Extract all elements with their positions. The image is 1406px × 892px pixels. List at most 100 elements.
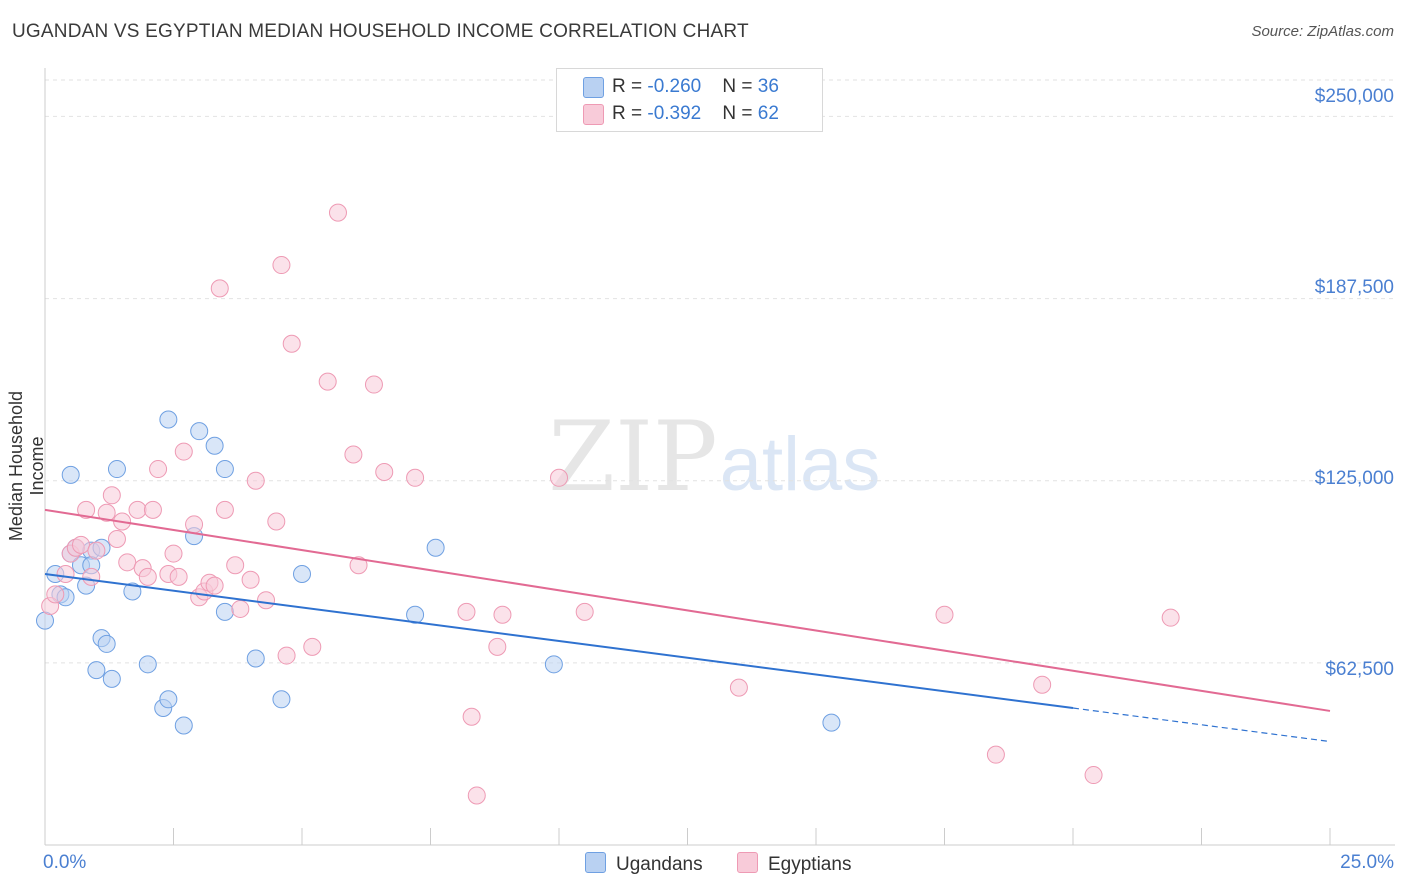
ugandans-point <box>159 690 178 709</box>
egyptians-point <box>210 279 229 298</box>
y-tick-label: $187,500 <box>1314 277 1394 298</box>
egyptians-point <box>102 486 121 505</box>
ugandans-point <box>97 634 116 653</box>
ugandans-point <box>159 410 178 429</box>
ugandans-point <box>246 649 265 668</box>
ugandans-point <box>102 669 121 688</box>
egyptians-point <box>344 445 363 464</box>
legend-n-value: 62 <box>757 103 779 124</box>
legend-r-value: -0.392 <box>647 103 702 124</box>
legend-swatch-blue <box>585 852 606 873</box>
egyptians-point <box>550 468 568 487</box>
egyptians-point <box>375 462 394 481</box>
egyptians-point <box>986 745 1005 764</box>
bottom-legend-ugandans: Ugandans <box>585 852 703 876</box>
egyptians-point <box>97 503 116 522</box>
egyptians-point <box>241 570 260 589</box>
egyptians-point <box>215 500 234 519</box>
ugandans-point <box>138 655 157 674</box>
egyptians-point <box>364 375 383 394</box>
egyptians-point <box>318 372 337 391</box>
bottom-legend-egyptians: Egyptians <box>737 852 851 876</box>
egyptians-point <box>575 602 594 621</box>
egyptians-point <box>935 605 954 624</box>
source-label: Source: ZipAtlas.com <box>1251 23 1394 40</box>
legend-r-label: R = <box>612 103 648 124</box>
legend-n-label: N = <box>722 76 758 97</box>
ugandans-point <box>215 602 234 621</box>
ugandans-trend-extension <box>1072 707 1331 743</box>
egyptians-point <box>169 567 188 586</box>
egyptians-point <box>267 512 286 531</box>
ugandans-point <box>174 716 193 735</box>
egyptians-point <box>138 567 157 586</box>
egyptians-point <box>143 500 162 519</box>
egyptians-point <box>282 334 301 353</box>
legend-n-value: 36 <box>757 76 779 97</box>
ugandans-point <box>87 661 106 680</box>
egyptians-point <box>277 646 296 665</box>
egyptians-point <box>56 564 75 583</box>
egyptians-point <box>1084 766 1103 785</box>
watermark-zip: ZIP <box>548 401 717 513</box>
ugandans-point <box>293 564 311 583</box>
legend-swatch-pink <box>583 104 604 125</box>
ugandans-point <box>205 436 224 455</box>
ugandans-point <box>61 465 80 484</box>
egyptians-point <box>164 544 183 563</box>
ugandans-point <box>544 655 563 674</box>
ugandans-trend-line <box>44 572 1074 710</box>
egyptians-point <box>488 637 507 656</box>
egyptians-point <box>231 599 250 618</box>
egyptians-point <box>246 471 265 490</box>
egyptians-point <box>46 585 65 604</box>
legend-swatch-pink <box>737 852 758 873</box>
egyptians-point <box>205 576 224 595</box>
watermark-atlas: atlas <box>720 422 881 507</box>
egyptians-point <box>349 556 368 575</box>
egyptians-point <box>467 786 486 805</box>
y-tick-label: $250,000 <box>1314 86 1394 107</box>
legend-r-label: R = <box>612 76 648 97</box>
egyptians-point <box>272 256 291 275</box>
legend-label-egyptians: Egyptians <box>768 854 852 875</box>
egyptians-point <box>118 553 137 572</box>
egyptians-point <box>82 567 101 586</box>
ugandans-point <box>123 582 142 601</box>
egyptians-point <box>462 707 481 726</box>
ugandans-point <box>215 460 234 479</box>
egyptians-point <box>406 468 425 487</box>
ugandans-point <box>107 460 126 479</box>
egyptians-point <box>1161 608 1180 627</box>
egyptians-point <box>493 605 512 624</box>
y-axis-label: Median Household Income <box>6 390 47 542</box>
y-tick-label: $125,000 <box>1314 468 1394 489</box>
egyptians-point <box>257 591 276 610</box>
ugandans-point <box>822 713 841 732</box>
stats-legend: R = -0.260 N = 36 R = -0.392 N = 62 <box>556 68 823 132</box>
egyptians-point <box>128 500 147 519</box>
egyptians-point <box>457 602 476 621</box>
egyptians-point <box>107 530 126 548</box>
ugandans-point <box>406 605 425 624</box>
egyptians-point <box>174 442 193 461</box>
egyptians-point <box>729 678 748 697</box>
legend-n-label: N = <box>722 103 758 124</box>
legend-swatch-blue <box>583 77 604 98</box>
x-tick-label: 0.0% <box>43 852 87 873</box>
egyptians-point <box>149 460 168 479</box>
egyptians-point <box>77 500 96 519</box>
egyptians-point <box>226 556 245 575</box>
legend-r-value: -0.260 <box>647 76 702 97</box>
x-tick-label: 25.0% <box>1340 852 1394 873</box>
egyptians-trend-line <box>44 508 1331 712</box>
ugandans-point <box>190 422 209 441</box>
egyptians-point <box>87 541 106 560</box>
egyptians-point <box>328 203 347 222</box>
ugandans-point <box>426 538 445 557</box>
legend-label-ugandans: Ugandans <box>616 854 703 875</box>
y-tick-label: $62,500 <box>1325 659 1394 680</box>
egyptians-point <box>303 637 322 656</box>
egyptians-point <box>185 515 204 534</box>
ugandans-point <box>272 690 291 709</box>
